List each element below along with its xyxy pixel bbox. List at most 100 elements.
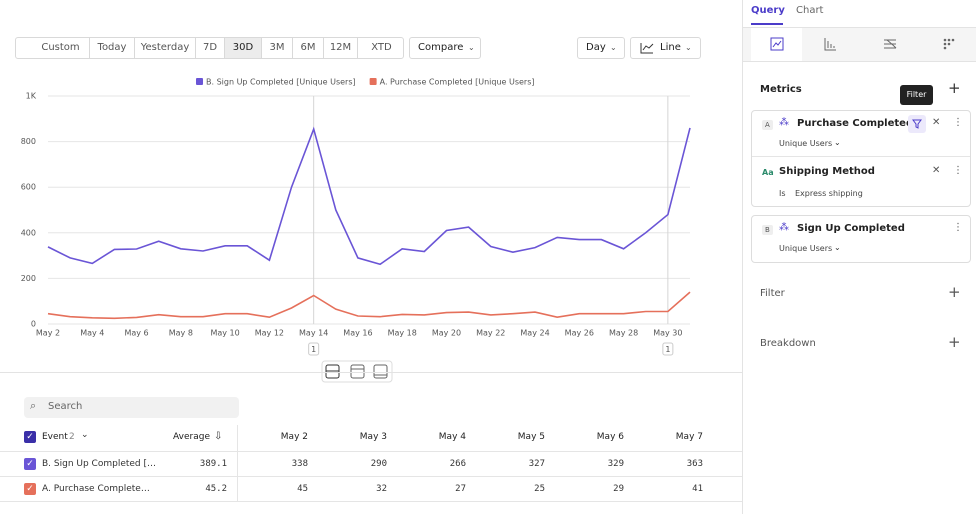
annotation-marker[interactable] <box>662 342 674 356</box>
chevron: ⌄ <box>834 138 841 147</box>
add-filter[interactable]: + <box>948 283 961 301</box>
date-range-picker: Custom Today Yesterday 7D 30D 3M 6M 12M XTD <box>15 37 404 59</box>
x-tick-label: May 28 <box>609 329 638 338</box>
column-header: May 5 <box>517 432 545 442</box>
sort-icon[interactable]: ⇩ <box>214 431 223 442</box>
compare-button[interactable]: Compare ⌄ <box>409 37 481 59</box>
separator <box>752 156 970 157</box>
x-tick-label: May 20 <box>432 329 461 338</box>
x-tick-label: May 8 <box>169 329 193 338</box>
y-tick-label: 800 <box>21 137 36 146</box>
metric-card-b[interactable]: B ⁂ Sign Up Completed ⋮ Unique Users ⌄ <box>751 215 971 263</box>
date-range-option[interactable]: 7D <box>196 38 225 58</box>
y-tick-label: 0 <box>31 320 36 329</box>
event-count: 2 <box>69 432 75 442</box>
chevron[interactable]: ⌄ <box>81 430 89 440</box>
x-tick-label: May 14 <box>299 329 328 338</box>
table: ✓ Event 2 ⌄ Average ⇩ May 2 May 3 May 4 May 5 May … <box>0 425 742 514</box>
query-type-bar <box>743 27 976 62</box>
event-icon: ⁂ <box>779 117 789 128</box>
date-range-option[interactable]: 30D <box>225 38 262 58</box>
date-range-option[interactable]: 3M <box>262 38 293 58</box>
y-tick-label: 200 <box>21 274 36 283</box>
column-header: May 3 <box>359 432 387 442</box>
x-tick-label: May 4 <box>80 329 104 338</box>
cell-value: 41 <box>692 484 703 494</box>
filter-property: Shipping Method <box>779 166 875 177</box>
cell-value: 290 <box>370 459 387 469</box>
measure[interactable]: Unique Users <box>779 244 833 253</box>
breakdown-section[interactable]: Breakdown <box>760 338 816 349</box>
more-button[interactable]: ⋮ <box>953 117 963 128</box>
property-badge: Aa <box>762 168 774 177</box>
y-tick-label: 600 <box>21 183 36 192</box>
chevron: ⌄ <box>685 43 692 52</box>
chevron: ⌄ <box>834 243 841 252</box>
tab-chart[interactable]: Chart <box>796 5 824 16</box>
add-breakdown[interactable]: + <box>948 333 961 351</box>
add-metric[interactable]: + <box>948 79 961 97</box>
remove-button[interactable]: ✕ <box>932 117 941 128</box>
filter-value[interactable]: Express shipping <box>795 189 863 198</box>
chevron: ⌄ <box>468 43 475 52</box>
retention-tab[interactable] <box>942 37 956 51</box>
tab-query[interactable]: Query <box>751 5 785 16</box>
legend-swatch <box>369 78 377 85</box>
cell-value: 27 <box>455 484 466 494</box>
cell-value: 29 <box>613 484 624 494</box>
date-range-option[interactable]: Custom <box>16 38 90 58</box>
checkbox[interactable]: ✓ <box>24 483 36 495</box>
checkbox[interactable]: ✓ <box>24 458 36 470</box>
date-range-option[interactable]: 6M <box>293 38 324 58</box>
filter-button[interactable] <box>908 115 926 133</box>
x-tick-label: May 24 <box>520 329 549 338</box>
chart-type-button[interactable]: Line ⌄ <box>630 37 701 59</box>
series-line <box>47 126 691 266</box>
flows-tab[interactable] <box>883 37 897 51</box>
date-range-option[interactable]: Yesterday <box>135 38 196 58</box>
date-range-option[interactable]: Today <box>90 38 135 58</box>
remove-button[interactable]: ✕ <box>932 165 941 176</box>
legend-swatch <box>196 78 203 85</box>
tooltip: Filter <box>900 85 933 105</box>
search-box[interactable]: ⌕ Search <box>24 397 239 418</box>
cell-value: 266 <box>449 459 466 469</box>
measure[interactable]: Unique Users <box>779 139 833 148</box>
row-separator <box>0 451 742 452</box>
toggle-chart[interactable] <box>350 364 365 379</box>
more-button[interactable]: ⋮ <box>953 222 963 233</box>
row-separator <box>0 476 742 477</box>
funnels-tab[interactable] <box>823 37 837 51</box>
more-button[interactable]: ⋮ <box>953 165 963 176</box>
checkbox[interactable]: ✓ <box>24 431 36 443</box>
column-header: Average <box>173 432 210 442</box>
layout-toggle <box>321 360 393 383</box>
legend-label: B. Sign Up Completed [Unique Users] <box>206 78 356 87</box>
y-tick-label: 400 <box>21 228 36 237</box>
x-tick-label: May 30 <box>653 329 682 338</box>
divider <box>0 372 742 373</box>
x-tick-label: May 16 <box>343 329 372 338</box>
filter-section[interactable]: Filter <box>760 288 785 299</box>
x-tick-label: May 26 <box>565 329 594 338</box>
filter-operator[interactable]: Is <box>779 189 786 198</box>
date-range-option[interactable]: XTD <box>371 42 392 53</box>
toggle-table[interactable] <box>373 364 388 379</box>
search-placeholder: Search <box>48 401 83 412</box>
row-separator <box>0 501 742 502</box>
metric-card-a[interactable]: A ⁂ Purchase Completed ✕ ⋮ Unique Users … <box>751 110 971 207</box>
annotation-marker[interactable] <box>308 342 320 356</box>
metrics-title: Metrics <box>760 84 802 95</box>
x-tick-label: May 6 <box>124 329 148 338</box>
cell-value: 45 <box>297 484 308 494</box>
row-average: 389.1 <box>199 459 227 469</box>
interval-button[interactable]: Day ⌄ <box>577 37 625 59</box>
column-header: May 6 <box>596 432 624 442</box>
date-range-option[interactable]: 12M <box>324 38 358 58</box>
insights-tab[interactable] <box>751 28 802 61</box>
x-tick-label: May 10 <box>210 329 239 338</box>
cell-value: 329 <box>607 459 624 469</box>
chart-type-label: Line <box>660 42 681 53</box>
